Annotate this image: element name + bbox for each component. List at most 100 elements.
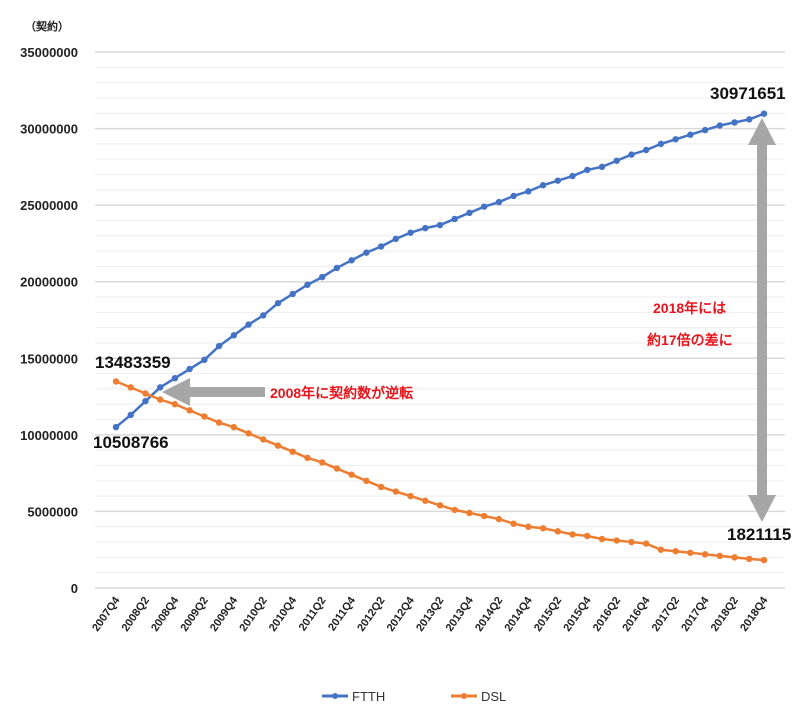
data-point-dsl: [171, 401, 179, 408]
x-tick-label: 2007Q4: [90, 594, 123, 634]
data-point-dsl: [392, 488, 400, 495]
data-point-ftth: [112, 423, 120, 431]
data-point-ftth: [495, 198, 503, 206]
annotation-arrows: [162, 118, 776, 522]
data-point-ftth: [760, 110, 768, 117]
legend-label-ftth: FTTH: [352, 689, 385, 704]
data-point-ftth: [422, 224, 429, 232]
data-point-ftth: [642, 146, 650, 154]
x-tick-label: 2009Q2: [179, 595, 211, 634]
data-point-ftth: [274, 299, 282, 307]
data-label-ftth-first: 10508766: [93, 433, 169, 452]
data-point-ftth: [260, 312, 267, 319]
data-point-dsl: [584, 532, 591, 540]
data-point-ftth: [201, 356, 208, 364]
data-point-dsl: [510, 520, 517, 527]
data-point-dsl: [201, 413, 208, 420]
y-tick-label: 25000000: [20, 198, 78, 213]
data-point-ftth: [628, 151, 635, 158]
data-point-dsl: [348, 471, 355, 478]
data-point-ftth: [245, 321, 252, 328]
x-axis-ticks: 2007Q42008Q22008Q42009Q22009Q42010Q22010…: [90, 594, 771, 634]
data-point-dsl: [746, 555, 753, 563]
data-point-ftth: [407, 229, 414, 236]
data-point-dsl: [525, 523, 532, 530]
x-tick-label: 2011Q4: [326, 594, 358, 633]
data-point-ftth: [598, 163, 606, 171]
x-tick-label: 2015Q4: [561, 594, 594, 634]
legend-item-ftth: FTTH: [322, 689, 385, 704]
data-point-ftth: [142, 397, 149, 405]
x-tick-label: 2015Q2: [532, 595, 564, 634]
x-tick-label: 2013Q2: [414, 595, 446, 634]
data-point-ftth: [701, 126, 709, 134]
crossover-arrow: [162, 378, 265, 406]
data-point-dsl: [716, 552, 724, 560]
data-point-dsl: [289, 448, 296, 455]
data-point-dsl: [363, 477, 370, 484]
data-point-ftth: [746, 116, 753, 123]
series-dsl: [112, 378, 768, 564]
data-point-ftth: [672, 136, 679, 143]
data-point-dsl: [480, 512, 488, 520]
gap-double-arrow: [748, 118, 776, 522]
data-point-dsl: [186, 407, 193, 414]
x-tick-label: 2017Q2: [650, 595, 682, 634]
data-point-dsl: [230, 424, 238, 431]
legend-label-dsl: DSL: [481, 689, 506, 704]
data-point-ftth: [466, 209, 473, 216]
y-tick-label: 5000000: [27, 504, 78, 519]
series-line-ftth: [115, 112, 765, 429]
y-axis-unit-label: （契約）: [25, 19, 69, 33]
data-point-ftth: [613, 157, 620, 164]
x-tick-label: 2009Q4: [208, 594, 241, 634]
data-point-ftth: [186, 365, 193, 373]
data-point-ftth: [289, 290, 296, 298]
series-group: [112, 110, 768, 564]
data-point-dsl: [672, 548, 679, 555]
data-point-dsl: [701, 551, 709, 558]
data-label-dsl-first: 13483359: [95, 353, 171, 372]
data-point-dsl: [495, 515, 503, 523]
x-tick-label: 2010Q4: [267, 594, 300, 634]
data-point-dsl: [466, 509, 473, 517]
data-point-ftth: [333, 264, 341, 272]
data-point-dsl: [142, 390, 149, 397]
data-point-dsl: [407, 492, 414, 500]
data-point-ftth: [539, 182, 547, 189]
data-point-ftth: [451, 215, 458, 223]
series-ftth: [112, 110, 768, 431]
y-tick-label: 35000000: [20, 45, 78, 60]
y-axis-ticks: 0 5000000 10000000 15000000 20000000 25000000…: [20, 45, 78, 596]
data-point-dsl: [554, 528, 562, 535]
x-tick-label: 2018Q4: [738, 594, 771, 634]
data-point-dsl: [731, 554, 738, 561]
x-tick-label: 2008Q2: [120, 595, 152, 634]
data-point-ftth: [127, 411, 134, 419]
data-point-ftth: [392, 235, 400, 243]
data-point-dsl: [333, 465, 341, 472]
data-point-ftth: [554, 177, 562, 184]
x-tick-label: 2012Q4: [385, 594, 418, 634]
series-line-dsl: [115, 380, 765, 562]
data-point-ftth: [436, 221, 444, 229]
data-point-dsl: [657, 546, 665, 553]
x-tick-label: 2018Q2: [709, 595, 741, 634]
y-tick-label: 10000000: [20, 428, 78, 443]
annotation-crossover: 2008年に契約数が逆転: [270, 385, 413, 401]
data-point-dsl: [260, 436, 267, 443]
data-point-ftth: [716, 122, 724, 129]
x-tick-label: 2013Q4: [444, 594, 477, 634]
data-point-ftth: [687, 131, 694, 138]
data-point-ftth: [377, 243, 385, 250]
data-point-ftth: [348, 257, 355, 264]
data-point-dsl: [215, 419, 223, 426]
x-tick-label: 2016Q4: [620, 594, 653, 634]
data-point-dsl: [377, 483, 385, 491]
x-tick-label: 2010Q2: [237, 595, 269, 634]
y-tick-label: 15000000: [20, 351, 78, 366]
data-point-ftth: [304, 281, 311, 288]
data-point-dsl: [451, 506, 458, 514]
x-tick-label: 2014Q4: [503, 594, 536, 634]
